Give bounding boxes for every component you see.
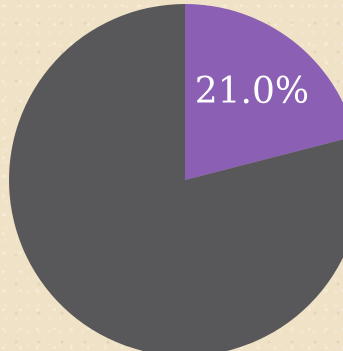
pie-slice-label-0: 21.0% [195, 71, 309, 112]
pie-slices [9, 4, 343, 351]
pie-slice-0 [185, 4, 343, 180]
pie-slice-1 [9, 4, 343, 351]
pie-labels: 21.0% [195, 71, 309, 112]
